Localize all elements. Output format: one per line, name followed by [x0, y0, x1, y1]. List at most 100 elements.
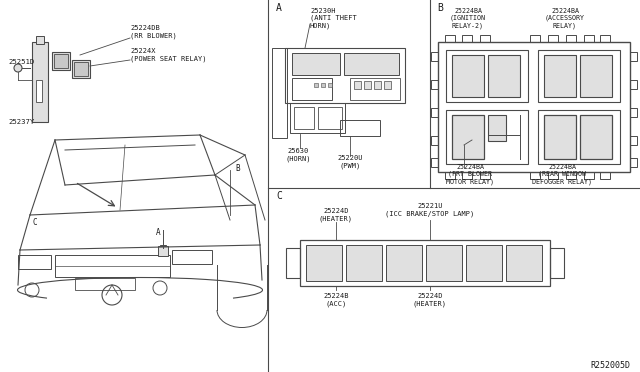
Bar: [630, 108, 637, 117]
Bar: [306, 245, 342, 281]
Text: 25224BA
(IGNITION
RELAY-2): 25224BA (IGNITION RELAY-2): [450, 7, 486, 29]
Bar: [452, 115, 484, 159]
Bar: [600, 172, 610, 179]
Bar: [550, 248, 564, 278]
Text: 25224BA
(REAR WINDOW
DEFOGGER RELAY): 25224BA (REAR WINDOW DEFOGGER RELAY): [532, 164, 592, 185]
Bar: [300, 240, 550, 286]
Bar: [158, 246, 168, 256]
Bar: [544, 115, 576, 159]
Bar: [328, 83, 332, 87]
Bar: [530, 172, 540, 179]
Text: 25224D
(HEATER): 25224D (HEATER): [413, 293, 447, 307]
Bar: [36, 80, 42, 102]
Text: 25630
(HORN): 25630 (HORN): [285, 148, 311, 162]
Bar: [346, 245, 382, 281]
Text: 25224DB
(RR BLOWER): 25224DB (RR BLOWER): [130, 25, 177, 39]
Bar: [480, 35, 490, 42]
Bar: [600, 35, 610, 42]
Bar: [364, 81, 371, 89]
Text: A: A: [276, 3, 282, 13]
Text: 25224BA
(ACCESSORY
RELAY): 25224BA (ACCESSORY RELAY): [545, 7, 585, 29]
Bar: [290, 103, 345, 133]
Bar: [548, 35, 558, 42]
Bar: [445, 172, 455, 179]
Bar: [52, 52, 70, 70]
Bar: [294, 107, 314, 129]
Bar: [172, 250, 212, 264]
Bar: [438, 42, 630, 172]
Bar: [350, 78, 400, 100]
Bar: [374, 81, 381, 89]
Bar: [72, 60, 90, 78]
Bar: [446, 50, 528, 102]
Bar: [538, 110, 620, 164]
Bar: [426, 245, 462, 281]
Bar: [431, 136, 438, 145]
Bar: [354, 81, 361, 89]
Bar: [538, 50, 620, 102]
Bar: [160, 245, 166, 253]
Text: A: A: [156, 228, 160, 237]
Text: 25237Y: 25237Y: [8, 119, 35, 125]
Bar: [32, 42, 48, 122]
Text: 25224D
(HEATER): 25224D (HEATER): [319, 208, 353, 222]
Bar: [630, 158, 637, 167]
Bar: [384, 81, 391, 89]
Bar: [75, 278, 135, 290]
Bar: [506, 245, 542, 281]
Bar: [55, 255, 170, 277]
Text: R252005D: R252005D: [590, 360, 630, 369]
Bar: [386, 245, 422, 281]
Bar: [18, 255, 51, 269]
Bar: [480, 172, 490, 179]
Circle shape: [14, 64, 22, 72]
Bar: [544, 55, 576, 97]
Bar: [466, 245, 502, 281]
Bar: [580, 115, 612, 159]
Bar: [74, 62, 88, 76]
Bar: [530, 35, 540, 42]
Bar: [630, 136, 637, 145]
Bar: [431, 80, 438, 89]
Bar: [54, 54, 68, 68]
Bar: [488, 115, 506, 141]
Bar: [340, 120, 380, 136]
Text: 25251D: 25251D: [8, 59, 35, 65]
Text: 25221U
(ICC BRAKE/STOP LAMP): 25221U (ICC BRAKE/STOP LAMP): [385, 203, 475, 217]
Bar: [292, 53, 340, 75]
Bar: [431, 52, 438, 61]
Bar: [321, 83, 325, 87]
Text: 25224B
(ACC): 25224B (ACC): [323, 293, 349, 307]
Bar: [286, 248, 300, 278]
Text: C: C: [276, 191, 282, 201]
Text: 25224X
(POWER SEAT RELAY): 25224X (POWER SEAT RELAY): [130, 48, 207, 62]
Bar: [566, 172, 576, 179]
Bar: [584, 172, 594, 179]
Bar: [431, 108, 438, 117]
Bar: [630, 52, 637, 61]
Text: B: B: [437, 3, 443, 13]
Text: 25220U
(PWM): 25220U (PWM): [337, 155, 363, 169]
Bar: [446, 110, 528, 164]
Text: 25230H
(ANTI THEFT
HORN): 25230H (ANTI THEFT HORN): [310, 7, 356, 29]
Bar: [580, 55, 612, 97]
Bar: [584, 35, 594, 42]
Bar: [314, 83, 318, 87]
Bar: [462, 172, 472, 179]
Bar: [344, 53, 399, 75]
Bar: [630, 80, 637, 89]
Bar: [285, 48, 405, 103]
Text: B: B: [235, 164, 239, 173]
Bar: [431, 158, 438, 167]
Bar: [445, 35, 455, 42]
Bar: [36, 36, 44, 44]
Bar: [292, 78, 332, 100]
Bar: [566, 35, 576, 42]
Bar: [272, 48, 287, 138]
Bar: [318, 107, 342, 129]
Bar: [488, 55, 520, 97]
Text: 25224BA
(FRT BLOWER
MOTOR RELAY): 25224BA (FRT BLOWER MOTOR RELAY): [446, 164, 494, 185]
Text: C: C: [32, 218, 36, 227]
Bar: [462, 35, 472, 42]
Bar: [452, 55, 484, 97]
